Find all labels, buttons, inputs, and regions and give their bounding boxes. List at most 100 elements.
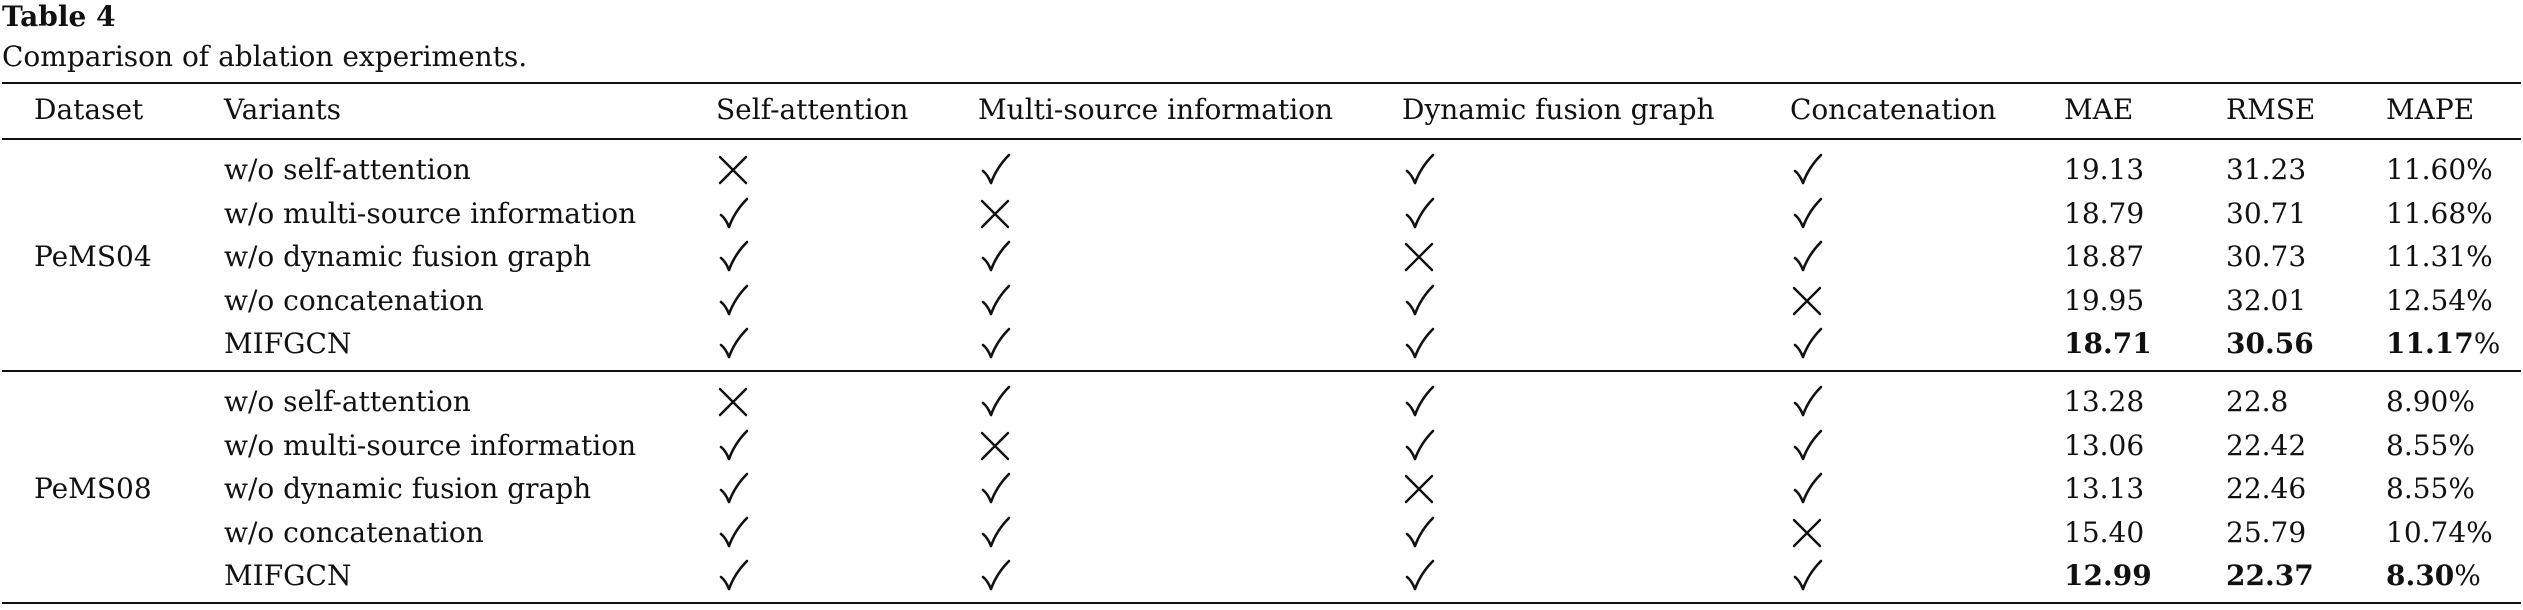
check-icon bbox=[978, 471, 1012, 507]
check-icon bbox=[1790, 196, 1824, 232]
mape-cell: 8.90% bbox=[2386, 385, 2475, 418]
check-icon bbox=[978, 283, 1012, 319]
check-icon bbox=[978, 239, 1012, 275]
rmse-cell: 30.56 bbox=[2226, 327, 2314, 360]
variant-cell: w/o dynamic fusion graph bbox=[224, 472, 592, 505]
check-icon bbox=[978, 558, 1012, 594]
check-icon bbox=[978, 152, 1012, 188]
mape-cell: 8.55% bbox=[2386, 472, 2475, 505]
variant-cell: w/o concatenation bbox=[224, 283, 484, 317]
header-self-attention: Self-attention bbox=[716, 93, 909, 126]
mape-cell: 11.60% bbox=[2386, 153, 2493, 186]
mae-cell: 18.87 bbox=[2064, 240, 2145, 273]
check-icon bbox=[1402, 196, 1436, 232]
variant-cell: w/o concatenation bbox=[224, 515, 484, 549]
cross-icon bbox=[978, 196, 1012, 232]
mae-cell: 13.06 bbox=[2064, 428, 2145, 462]
variant-cell: MIFGCN bbox=[224, 559, 352, 592]
mae-cell: 18.79 bbox=[2064, 196, 2145, 230]
rmse-cell: 22.37 bbox=[2226, 559, 2314, 592]
header-dynamic-fusion-graph: Dynamic fusion graph bbox=[1402, 93, 1715, 126]
check-icon bbox=[716, 196, 750, 232]
mae-cell: 19.95 bbox=[2064, 283, 2145, 317]
mape-cell: 11.31% bbox=[2386, 240, 2493, 273]
table-title: Table 4 bbox=[2, 0, 116, 33]
check-icon bbox=[1402, 152, 1436, 188]
table-caption: Comparison of ablation experiments. bbox=[2, 40, 528, 73]
check-icon bbox=[1790, 326, 1824, 362]
header-concatenation: Concatenation bbox=[1790, 93, 1997, 126]
check-icon bbox=[716, 558, 750, 594]
check-icon bbox=[978, 326, 1012, 362]
cross-icon bbox=[1790, 283, 1824, 319]
cross-icon bbox=[978, 428, 1012, 464]
mae-cell: 18.71 bbox=[2064, 327, 2152, 360]
header-variants: Variants bbox=[224, 93, 342, 126]
header-rule bbox=[2, 138, 2521, 140]
rmse-cell: 22.8 bbox=[2226, 385, 2289, 418]
mae-cell: 13.28 bbox=[2064, 385, 2145, 418]
rmse-cell: 30.73 bbox=[2226, 240, 2307, 273]
top-rule bbox=[2, 82, 2521, 84]
check-icon bbox=[1402, 558, 1436, 594]
mae-cell: 15.40 bbox=[2064, 515, 2145, 549]
mae-cell: 13.13 bbox=[2064, 472, 2145, 505]
check-icon bbox=[1790, 239, 1824, 275]
header-mape: MAPE bbox=[2386, 93, 2475, 126]
check-icon bbox=[978, 384, 1012, 420]
cross-icon bbox=[1402, 239, 1436, 275]
header-multi-source-information: Multi-source information bbox=[978, 93, 1334, 126]
check-icon bbox=[978, 515, 1012, 551]
variant-cell: w/o self-attention bbox=[224, 385, 471, 418]
header-mae: MAE bbox=[2064, 93, 2134, 126]
dataset-cell: PeMS08 bbox=[34, 472, 152, 505]
header-rmse: RMSE bbox=[2226, 93, 2316, 126]
variant-cell: w/o self-attention bbox=[224, 153, 471, 186]
check-icon bbox=[1790, 384, 1824, 420]
mape-cell: 8.55% bbox=[2386, 428, 2475, 462]
mape-cell: 10.74% bbox=[2386, 515, 2493, 549]
check-icon bbox=[716, 326, 750, 362]
mae-cell: 19.13 bbox=[2064, 153, 2145, 186]
check-icon bbox=[1402, 428, 1436, 464]
cross-icon bbox=[716, 152, 750, 188]
mape-value: 11.17 bbox=[2386, 327, 2474, 360]
dataset-cell: PeMS04 bbox=[34, 240, 152, 273]
bottom-rule bbox=[2, 602, 2521, 604]
check-icon bbox=[1402, 326, 1436, 362]
check-icon bbox=[716, 471, 750, 507]
check-icon bbox=[1790, 152, 1824, 188]
mape-unit: % bbox=[2454, 559, 2481, 592]
header-dataset: Dataset bbox=[34, 93, 144, 126]
check-icon bbox=[716, 283, 750, 319]
check-icon bbox=[1402, 283, 1436, 319]
rmse-cell: 22.42 bbox=[2226, 428, 2307, 462]
mape-cell: 8.30% bbox=[2386, 558, 2481, 594]
rmse-cell: 30.71 bbox=[2226, 196, 2307, 230]
check-icon bbox=[1790, 428, 1824, 464]
rmse-cell: 31.23 bbox=[2226, 153, 2307, 186]
mape-cell: 12.54% bbox=[2386, 283, 2493, 317]
variant-cell: w/o dynamic fusion graph bbox=[224, 240, 592, 273]
variant-cell: w/o multi-source information bbox=[224, 428, 637, 462]
cross-icon bbox=[1790, 515, 1824, 551]
check-icon bbox=[716, 515, 750, 551]
check-icon bbox=[1402, 515, 1436, 551]
mae-cell: 12.99 bbox=[2064, 559, 2152, 592]
mape-cell: 11.68% bbox=[2386, 196, 2493, 230]
check-icon bbox=[716, 428, 750, 464]
mape-unit: % bbox=[2473, 327, 2501, 360]
variant-cell: w/o multi-source information bbox=[224, 196, 637, 230]
check-icon bbox=[1790, 558, 1824, 594]
rmse-cell: 32.01 bbox=[2226, 283, 2307, 317]
check-icon bbox=[716, 239, 750, 275]
check-icon bbox=[1790, 471, 1824, 507]
rmse-cell: 25.79 bbox=[2226, 515, 2307, 549]
group-divider-rule bbox=[2, 370, 2521, 372]
mape-value: 8.30 bbox=[2386, 559, 2455, 592]
cross-icon bbox=[1402, 471, 1436, 507]
cross-icon bbox=[716, 384, 750, 420]
rmse-cell: 22.46 bbox=[2226, 472, 2307, 505]
variant-cell: MIFGCN bbox=[224, 327, 352, 360]
mape-cell: 11.17% bbox=[2386, 326, 2500, 362]
